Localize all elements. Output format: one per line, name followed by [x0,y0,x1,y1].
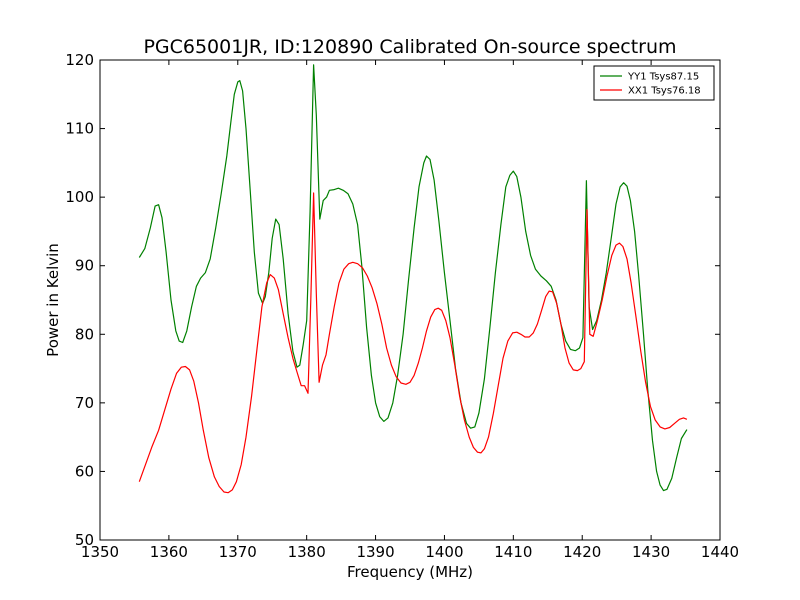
x-tick-label: 1440 [701,543,739,561]
x-tick-label: 1430 [632,543,670,561]
x-tick-label: 1360 [150,543,188,561]
legend-label-2: XX1 Tsys76.18 [628,86,701,97]
legend: YY1 Tsys87.15 XX1 Tsys76.18 [593,65,715,101]
y-tick-label: 110 [65,120,94,138]
series-line-1 [138,64,688,492]
x-tick-label: 1370 [219,543,257,561]
plot-frame [99,59,721,541]
y-tick-label: 80 [75,325,94,343]
x-tick-label: 1390 [356,543,394,561]
y-tick-label: 50 [75,531,94,549]
x-tick-label: 1350 [81,543,119,561]
legend-label-1: YY1 Tsys87.15 [627,72,699,83]
plot-background [100,60,720,540]
y-tick-label: 90 [75,257,94,275]
y-axis-label: Power in Kelvin [44,243,62,357]
x-tick-label: 1380 [288,543,326,561]
series-layer [138,64,688,494]
series-line-2 [138,192,688,494]
x-tick-label: 1420 [563,543,601,561]
plot-area [100,60,720,540]
x-tick-label: 1400 [425,543,463,561]
y-tick-label: 100 [65,188,94,206]
y-tick-label: 120 [65,51,94,69]
chart-title: PGC65001JR, ID:120890 Calibrated On-sour… [143,36,676,58]
y-tick-label: 70 [75,394,94,412]
ticks-layer: 1350 1360 1370 1380 1390 1400 1410 1420 1430 1440… [65,51,739,561]
x-axis-label: Frequency (MHz) [347,563,473,581]
legend-box [593,65,715,101]
x-tick-label: 1410 [494,543,532,561]
y-tick-label: 60 [75,462,94,480]
